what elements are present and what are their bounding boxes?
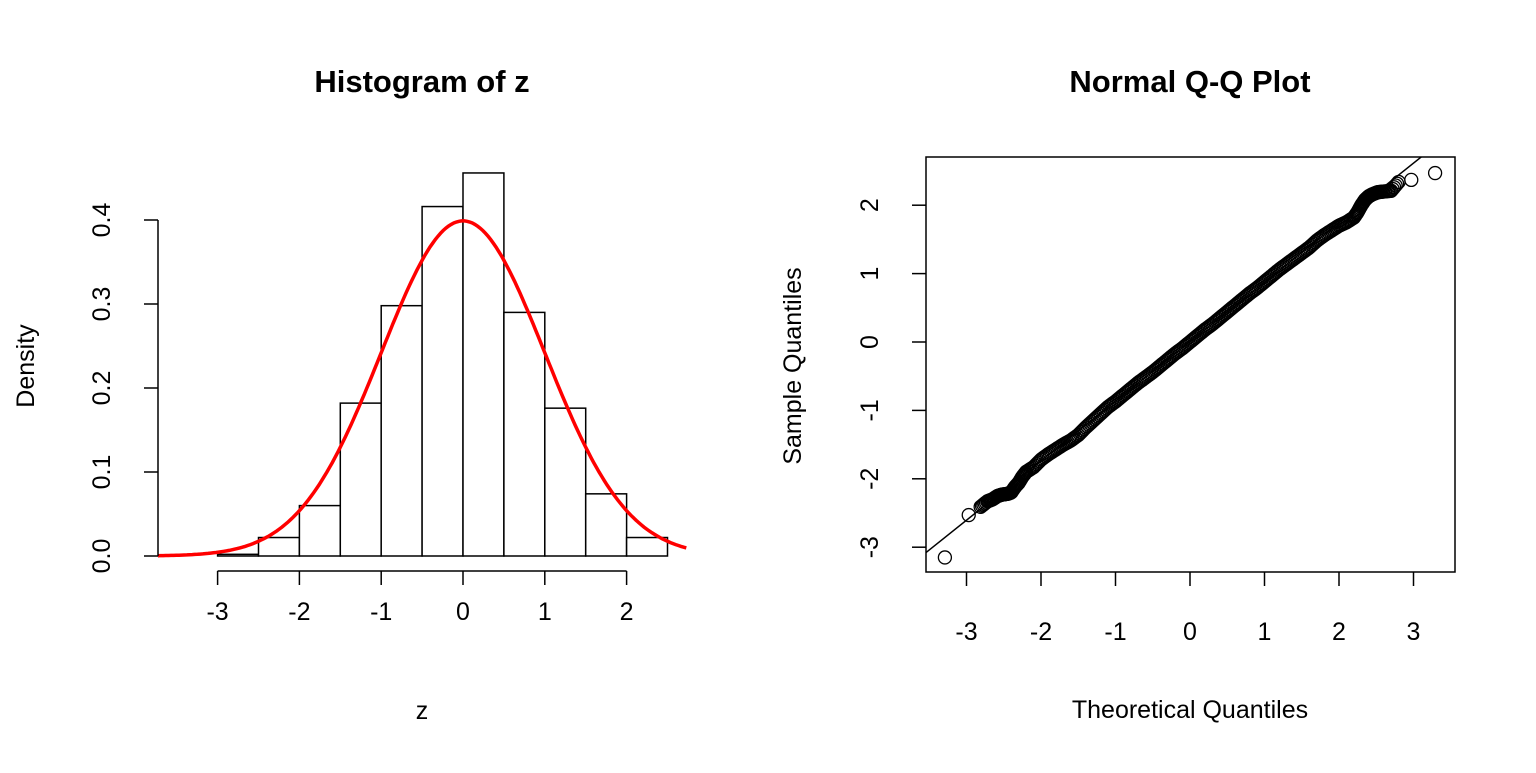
x-tick-label: 2 (620, 598, 634, 626)
x-tick-label: -3 (206, 598, 228, 626)
x-tick-label: 1 (538, 598, 552, 626)
qq-ylabel: Sample Quantiles (779, 267, 807, 464)
qq-point (1386, 180, 1402, 195)
qq-plot-box (925, 156, 1456, 573)
histogram-bar (298, 504, 342, 557)
y-tick-label: 0.2 (88, 371, 116, 406)
y-tick-label: 0.0 (88, 539, 116, 574)
qq-point (1388, 178, 1403, 193)
x-tick-label: -1 (370, 598, 392, 626)
x-tick-label: -2 (288, 598, 310, 626)
y-tick-label: 0.3 (88, 287, 116, 322)
y-tick-label: 0.4 (88, 203, 116, 238)
histogram-bar (462, 172, 505, 557)
x-tick-label: 2 (1332, 618, 1346, 646)
histogram-bar (257, 536, 301, 557)
x-tick-label: 0 (1183, 618, 1197, 646)
histogram-panel: Histogram of z z Density -3 -2 -1 0 1 2 0.0 0.… (12, 64, 687, 725)
y-tick-label: 0 (856, 335, 884, 349)
x-tick-label: -3 (955, 618, 977, 646)
histogram-ylabel: Density (12, 324, 40, 408)
x-tick-label: 0 (456, 598, 470, 626)
qq-point (961, 507, 976, 523)
qq-point (1389, 176, 1405, 191)
x-tick-label: 3 (1407, 618, 1421, 646)
qq-point (937, 550, 953, 565)
histogram-xlabel: z (416, 697, 429, 725)
x-tick-label: -1 (1104, 618, 1126, 646)
qq-point (1404, 172, 1419, 188)
x-tick-label: 1 (1258, 618, 1272, 646)
histogram-bar (380, 304, 423, 557)
histogram-bar (421, 205, 464, 557)
normal-density-curve (157, 219, 687, 558)
y-tick-label: 1 (856, 267, 884, 281)
qq-reference-line (926, 157, 1423, 554)
histogram-bar (339, 402, 382, 557)
histogram-bar (544, 407, 587, 557)
qq-title: Normal Q-Q Plot (1069, 64, 1310, 99)
histogram-bar (625, 536, 669, 557)
qq-point (1427, 165, 1443, 181)
y-tick-label: -3 (856, 536, 884, 558)
qq-xlabel: Theoretical Quantiles (1072, 696, 1308, 724)
qq-panel: Normal Q-Q Plot Theoretical Quantiles Sa… (779, 64, 1456, 724)
histogram-bar (503, 311, 546, 557)
y-tick-label: -2 (856, 468, 884, 490)
x-tick-label: -2 (1030, 618, 1052, 646)
y-tick-label: 2 (856, 198, 884, 212)
histogram-bar (216, 553, 260, 557)
y-tick-label: 0.1 (88, 455, 116, 490)
y-tick-label: -1 (856, 399, 884, 421)
histogram-title: Histogram of z (314, 64, 529, 99)
